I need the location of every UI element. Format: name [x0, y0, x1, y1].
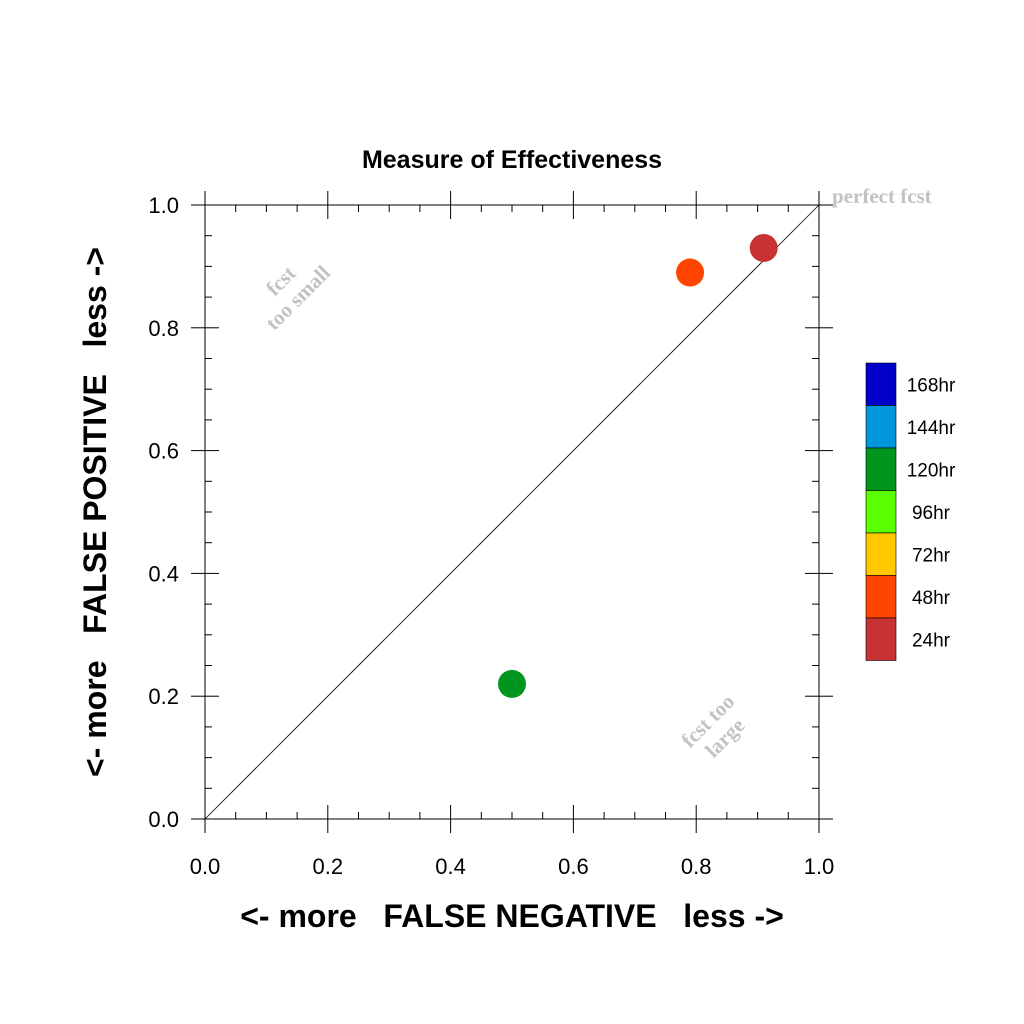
legend-swatch-168hr [865, 362, 897, 406]
plot-area: 0.0 0.2 0.4 0.6 0.8 1.0 0.0 0.2 0.4 0.6 0.8 1.0 [148, 191, 834, 879]
annotation-too-large: fcst too large [676, 689, 749, 762]
y-tick-label: 0.6 [148, 439, 179, 464]
y-tick-label: 0.4 [148, 561, 179, 586]
x-tick-label: 0.8 [681, 854, 712, 879]
point-24hr [749, 233, 778, 262]
legend-swatch-144hr [865, 405, 897, 449]
axis-tick-labels: 0.0 0.2 0.4 0.6 0.8 1.0 0.0 0.2 0.4 0.6 0.8 1.0 [148, 193, 834, 879]
y-tick-label: 1.0 [148, 193, 179, 218]
y-axis-label: <- more FALSE POSITIVE less -> [77, 247, 113, 777]
x-axis-label: <- more FALSE NEGATIVE less -> [240, 898, 784, 934]
data-points [498, 233, 778, 698]
chart-title: Measure of Effectiveness [362, 146, 662, 174]
x-tick-label: 0.2 [313, 854, 344, 879]
x-tick-label: 1.0 [804, 854, 835, 879]
legend-swatch-48hr [865, 575, 897, 619]
legend-label-48hr: 48hr [912, 588, 951, 609]
legend-swatch-72hr [865, 532, 897, 576]
legend-label-144hr: 144hr [907, 418, 956, 439]
x-tick-label: 0.4 [435, 854, 466, 879]
legend-swatch-24hr [865, 617, 897, 661]
point-120hr [498, 669, 526, 698]
diagonal-line [204, 204, 820, 820]
legend-swatch-120hr [865, 447, 897, 491]
legend-label-24hr: 24hr [912, 630, 951, 651]
y-tick-label: 0.8 [148, 316, 179, 341]
annotation-perfect-fcst: perfect fcst [832, 184, 932, 208]
legend-label-72hr: 72hr [912, 545, 951, 566]
y-tick-label: 0.2 [148, 684, 179, 709]
axis-ticks [191, 191, 833, 833]
y-tick-label: 0.0 [148, 807, 179, 832]
legend-label-120hr: 120hr [907, 460, 956, 481]
legend-label-96hr: 96hr [912, 503, 951, 524]
x-tick-label: 0.6 [558, 854, 589, 879]
legend-label-168hr: 168hr [907, 375, 956, 396]
legend-swatch-96hr [865, 490, 897, 534]
point-48hr [676, 258, 705, 287]
x-tick-label: 0.0 [190, 854, 221, 879]
legend: 168hr 144hr 120hr 96hr 72hr 48hr 24hr [865, 362, 956, 661]
annotation-too-small: fcst too small [261, 261, 335, 335]
